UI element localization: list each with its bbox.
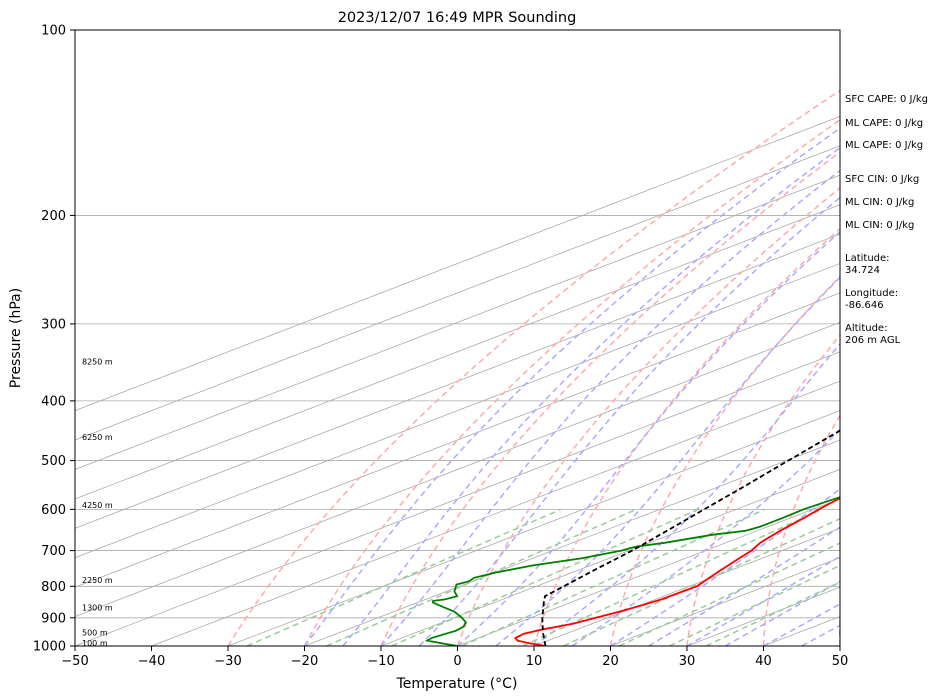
side-note-text: 34.724 — [845, 265, 880, 276]
sounding-profiles — [424, 429, 840, 646]
side-note-text: Longitude: — [845, 288, 898, 299]
side-note-text: ML CAPE: 0 J/kg — [845, 118, 923, 129]
isotherm-line — [380, 469, 840, 646]
side-note-text: SFC CAPE: 0 J/kg — [845, 94, 928, 105]
chart-title: 2023/12/07 16:49 MPR Sounding — [338, 10, 577, 26]
dry-adiabat-line — [456, 186, 840, 646]
dry-adiabat-line — [762, 414, 840, 646]
dry-adiabat-line — [380, 151, 840, 646]
dry-adiabat-line — [533, 227, 840, 646]
moist-adiabat-line — [571, 428, 840, 646]
height-label: 6250 m — [82, 433, 113, 442]
isotherm-line — [75, 351, 840, 646]
y-tick-label: 900 — [41, 611, 66, 626]
isotherm-line — [75, 263, 840, 559]
y-tick-label: 500 — [41, 454, 66, 469]
isotherm-line — [75, 321, 840, 618]
moist-adiabat-line — [648, 526, 840, 646]
x-tick-label: 50 — [832, 654, 849, 669]
isotherm-line — [304, 439, 840, 646]
height-label: 500 m — [82, 629, 108, 638]
mixing-ratio-line — [563, 517, 840, 646]
y-tick-label: 1000 — [33, 640, 66, 655]
y-tick-label: 700 — [41, 544, 66, 559]
x-tick-label: −10 — [367, 654, 394, 669]
x-tick-label: −40 — [138, 654, 165, 669]
y-tick-label: 200 — [41, 209, 66, 224]
mixing-ratio-line — [326, 508, 637, 646]
y-axis-label: Pressure (hPa) — [8, 288, 24, 388]
y-tick-label: 800 — [41, 580, 66, 595]
side-note-text: 206 m AGL — [845, 335, 901, 346]
moist-adiabat-line — [380, 169, 840, 646]
background-lines — [75, 89, 840, 646]
dewpoint-profile-line — [424, 496, 840, 646]
mixing-ratio-line — [618, 542, 840, 646]
y-tick-label: 400 — [41, 394, 66, 409]
side-note-text: ML CIN: 0 J/kg — [845, 197, 914, 208]
parcel-path-line — [541, 429, 840, 646]
side-note-text: Latitude: — [845, 253, 890, 264]
side-notes: SFC CAPE: 0 J/kg ML CAPE: 0 J/kg ML CAPE: … — [845, 94, 928, 346]
isotherm-line — [75, 145, 840, 441]
side-note-text: SFC CIN: 0 J/kg — [845, 174, 919, 185]
moist-adiabat-line — [342, 146, 840, 646]
dry-adiabat-line — [609, 275, 840, 646]
moist-adiabat-line — [533, 342, 840, 646]
isotherm-line — [457, 498, 840, 646]
dry-adiabat-line — [227, 89, 840, 646]
x-tick-label: −50 — [61, 654, 88, 669]
isotherm-line — [227, 410, 840, 646]
height-label: 8250 m — [82, 357, 113, 366]
side-note-text: Altitude: — [845, 323, 887, 334]
moist-adiabat-line — [303, 127, 840, 646]
x-tick-label: 30 — [679, 654, 696, 669]
height-label: 1300 m — [82, 604, 113, 613]
moist-adiabat-line — [610, 488, 840, 646]
isotherm-line — [75, 204, 840, 500]
height-label: 2250 m — [82, 576, 113, 585]
y-axis: 100 200 300 400 500 600 700 800 900 1000 — [33, 24, 75, 655]
isotherm-line — [75, 233, 840, 529]
temperature-profile-line — [514, 497, 840, 646]
moist-adiabat-line — [457, 230, 840, 646]
isotherm-line — [75, 115, 840, 412]
x-axis-label: Temperature (°C) — [396, 676, 518, 692]
isotherm-line — [533, 527, 840, 646]
height-label: 100 m — [82, 639, 108, 648]
isotherm-line — [75, 292, 840, 588]
x-tick-label: 20 — [602, 654, 619, 669]
mixing-ratio-line — [461, 508, 766, 646]
y-tick-label: 300 — [41, 317, 66, 332]
mixing-ratio-line — [522, 508, 823, 646]
x-tick-label: 10 — [526, 654, 543, 669]
mixing-ratio-line — [705, 581, 840, 646]
y-tick-label: 100 — [41, 24, 66, 39]
side-note-text: ML CIN: 0 J/kg — [845, 220, 914, 231]
side-note-text: -86.646 — [845, 300, 884, 311]
height-label: 4250 m — [82, 501, 113, 510]
x-tick-label: −30 — [214, 654, 241, 669]
dry-adiabat-line — [303, 118, 840, 646]
isotherm-line — [151, 380, 840, 646]
mixing-ratio-line — [391, 508, 699, 646]
y-tick-label: 600 — [41, 503, 66, 518]
moist-adiabat-line — [418, 196, 840, 646]
x-tick-label: 40 — [755, 654, 772, 669]
x-axis: −50 −40 −30 −20 −10 0 10 20 30 40 50 — [61, 646, 848, 669]
x-tick-label: −20 — [291, 654, 318, 669]
mixing-ratio-line — [246, 508, 562, 646]
x-tick-label: 0 — [453, 654, 461, 669]
isotherm-line — [75, 174, 840, 470]
side-note-text: ML CAPE: 0 J/kg — [845, 140, 923, 151]
dry-adiabat-line — [686, 334, 840, 646]
mixing-ratio-line — [669, 564, 840, 646]
